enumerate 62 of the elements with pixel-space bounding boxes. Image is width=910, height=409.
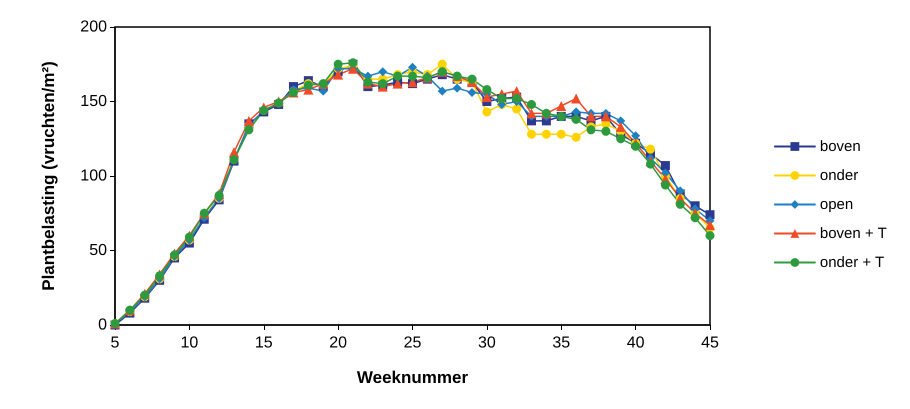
point [244, 116, 254, 126]
point [646, 160, 655, 169]
point [705, 220, 715, 230]
point [468, 74, 476, 84]
point [334, 60, 343, 69]
x-tick-label: 40 [626, 334, 645, 352]
point [438, 60, 447, 69]
point [586, 125, 596, 134]
point [482, 85, 492, 94]
point [631, 142, 640, 151]
point [676, 200, 685, 209]
point [482, 107, 492, 116]
point [333, 70, 344, 80]
point [556, 100, 566, 111]
x-tick-label: 30 [478, 334, 496, 352]
point [571, 94, 582, 104]
legend-label: onder + T [820, 254, 884, 271]
point [468, 88, 476, 98]
point [408, 62, 417, 72]
point [572, 114, 581, 124]
y-tick-label: 100 [80, 168, 108, 184]
point [408, 72, 417, 81]
point [438, 86, 447, 96]
x-tick-label: 15 [254, 334, 273, 352]
point [631, 131, 640, 140]
point [378, 67, 388, 76]
point [676, 186, 685, 196]
point [244, 125, 254, 134]
x-axis-title: Weeknummer [356, 368, 468, 387]
point [706, 210, 714, 220]
point [690, 213, 700, 222]
legend-label: boven [820, 138, 861, 155]
point [660, 180, 670, 190]
x-tick-label: 35 [552, 334, 570, 352]
point [706, 231, 714, 240]
y-axis-title: Plantbelasting (vruchten/m²) [39, 61, 58, 291]
point [527, 100, 536, 109]
point [542, 130, 551, 139]
point [527, 130, 536, 139]
point [512, 104, 522, 114]
point [586, 111, 596, 122]
point [572, 132, 581, 142]
legend-label: open [820, 196, 854, 213]
legend-label: onder [820, 167, 858, 184]
point [526, 108, 536, 118]
point [616, 122, 626, 132]
point [660, 161, 670, 170]
x-tick-label: 10 [180, 334, 198, 352]
x-tick-label: 45 [701, 334, 719, 352]
x-tick-label: 25 [404, 334, 422, 352]
x-tick-label: 5 [110, 334, 120, 352]
point [616, 134, 626, 144]
point [556, 130, 566, 139]
x-tick-label: 20 [329, 334, 348, 352]
y-tick-label: 0 [98, 316, 108, 334]
point [452, 84, 462, 93]
point [646, 144, 655, 154]
y-tick-label: 200 [80, 18, 108, 36]
point [601, 126, 610, 136]
y-tick-label: 50 [89, 242, 108, 259]
legend-label: boven + T [820, 225, 887, 242]
y-tick-label: 150 [80, 93, 108, 110]
